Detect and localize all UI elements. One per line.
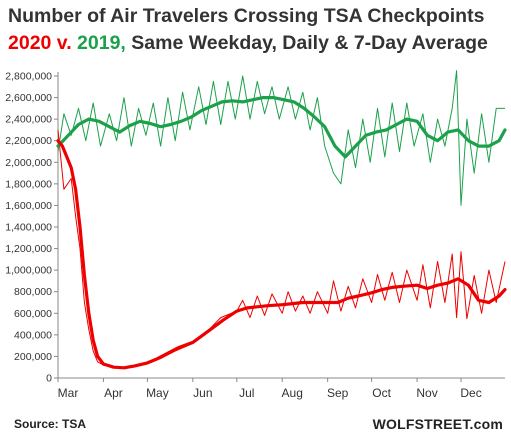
x-tick-label: Aug [282, 386, 303, 400]
series-2019-daily-line [57, 70, 505, 206]
brand-label: WOLFSTREET.com [372, 416, 503, 432]
y-tick-label: 2,600,000 [5, 92, 52, 104]
x-tick-label: Jul [239, 386, 254, 400]
series-2020-avg-line [56, 139, 507, 370]
y-tick-label: 800,000 [14, 286, 52, 298]
subtitle-v: v. [51, 32, 78, 54]
y-tick-label: 1,200,000 [5, 243, 52, 255]
y-tick-label: 2,800,000 [5, 71, 52, 83]
y-tick-label: 0 [46, 373, 52, 385]
y-tick-label: 2,200,000 [5, 135, 52, 147]
x-tick-label: Apr [104, 386, 123, 400]
y-tick-label: 1,000,000 [5, 265, 52, 277]
subtitle-2020: 2020 [8, 32, 52, 54]
y-tick-label: 2,000,000 [5, 157, 52, 169]
series-2019-avg-line [56, 95, 507, 159]
subtitle-rest: Same Weekday, Daily & 7-Day Average [125, 32, 488, 54]
chart-title-block: Number of Air Travelers Crossing TSA Che… [8, 4, 508, 55]
y-tick-label: 1,600,000 [5, 200, 52, 212]
x-tick-label: Nov [416, 386, 437, 400]
x-tick-label: Jun [193, 386, 212, 400]
y-tick-label: 1,800,000 [5, 178, 52, 190]
x-tick-label: May [146, 386, 169, 400]
subtitle-2019: 2019, [77, 32, 126, 54]
x-tick-label: Oct [372, 386, 391, 400]
y-tick-label: 200,000 [14, 351, 52, 363]
source-label: Source: TSA [14, 417, 87, 431]
y-tick-label: 400,000 [14, 329, 52, 341]
y-tick-label: 2,400,000 [5, 114, 52, 126]
chart-subtitle: 2020 v. 2019, Same Weekday, Daily & 7-Da… [8, 31, 508, 55]
x-tick-label: Mar [58, 386, 79, 400]
x-tick-label: Sep [327, 386, 349, 400]
x-tick-label: Dec [460, 386, 481, 400]
series-2020-daily-line [57, 129, 506, 369]
y-tick-label: 1,400,000 [5, 222, 52, 234]
y-tick-label: 600,000 [14, 308, 52, 320]
chart-title: Number of Air Travelers Crossing TSA Che… [8, 5, 485, 27]
